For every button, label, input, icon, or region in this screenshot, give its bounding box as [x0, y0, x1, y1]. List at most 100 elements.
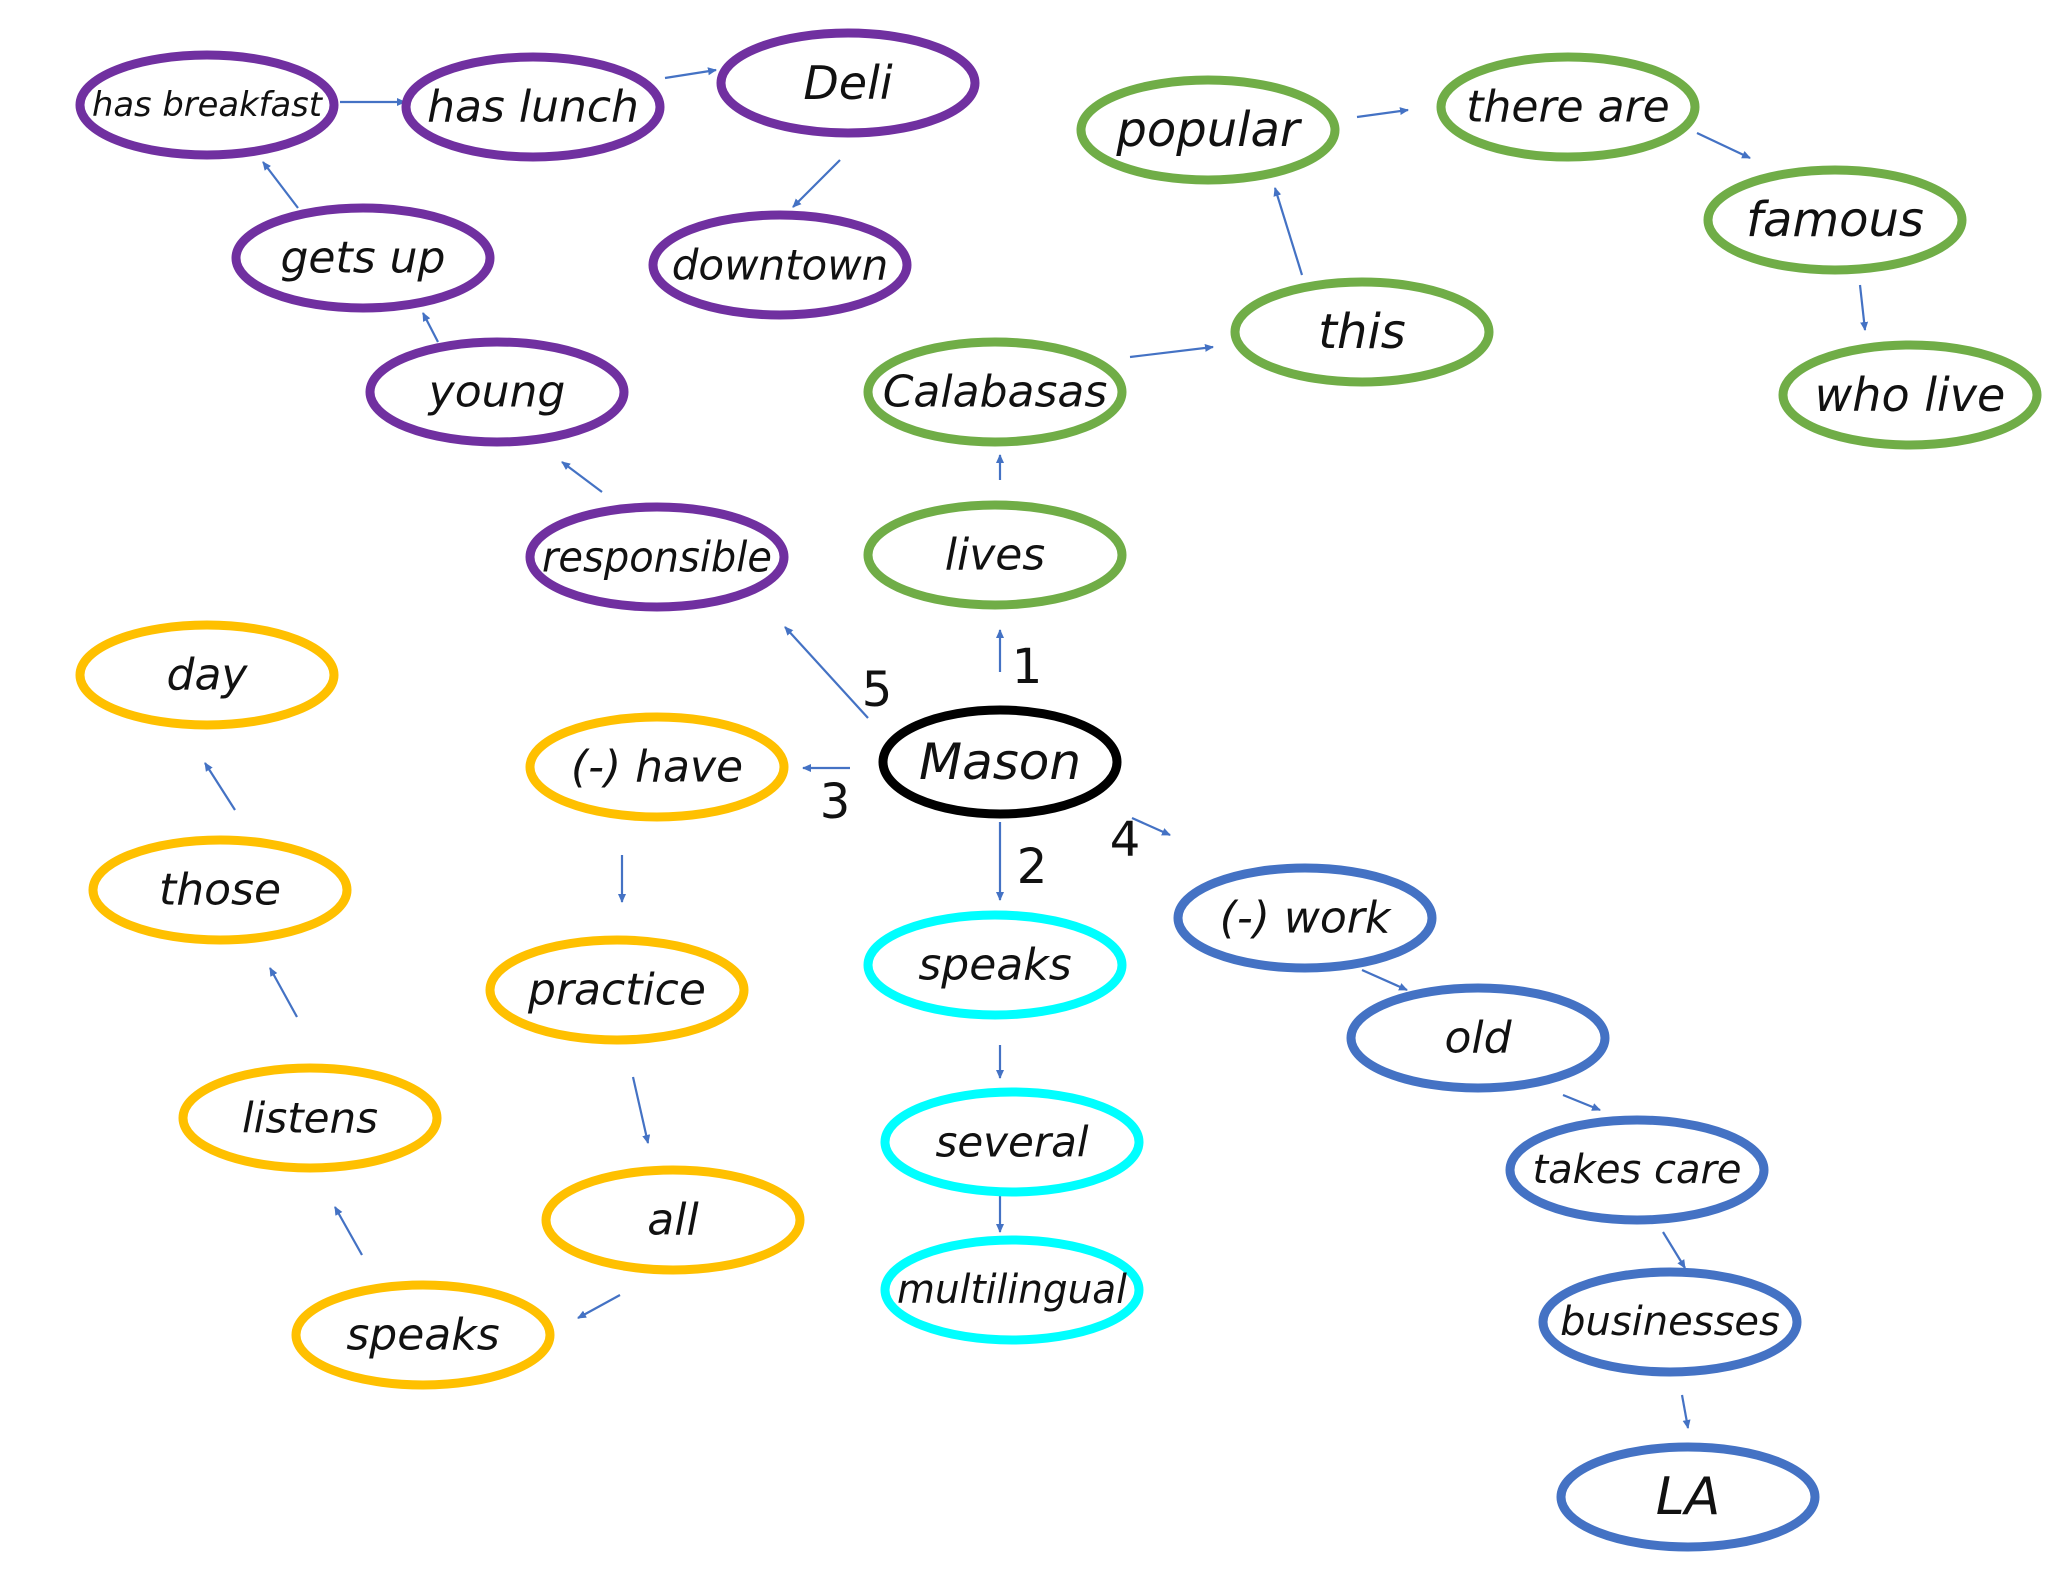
- node-label: responsible: [542, 533, 772, 582]
- node-ellipse: [1076, 75, 1340, 185]
- node-label: speaks: [918, 940, 1071, 991]
- node-day: day: [75, 620, 339, 730]
- connector-arrow: [784, 626, 869, 719]
- connector-arrow: [1858, 284, 1869, 331]
- connector-arrow: [1680, 1394, 1691, 1429]
- connector-arrow: [204, 762, 236, 811]
- node-responsible: responsible: [525, 502, 789, 612]
- connector-arrow: [1562, 1093, 1601, 1112]
- node-ellipse: [75, 50, 339, 160]
- node-label: gets up: [281, 233, 446, 284]
- connector-arrow: [561, 461, 603, 493]
- node-ellipse: [401, 52, 665, 162]
- node-label: young: [427, 367, 566, 418]
- node-ellipse: [1436, 52, 1700, 162]
- node-famous: famous: [1703, 165, 1967, 275]
- node-label: this: [1318, 304, 1406, 360]
- arrows-layer: [204, 67, 1869, 1429]
- node-speaks-y: speaks: [291, 1280, 555, 1390]
- node-label: popular: [1115, 102, 1302, 158]
- node-label: (-) work: [1220, 893, 1392, 944]
- connector-arrow: [334, 1206, 363, 1256]
- connector-arrow: [631, 1076, 651, 1144]
- node-practice: practice: [485, 935, 749, 1045]
- node-old: old: [1346, 983, 1610, 1093]
- node-ellipse: [863, 500, 1127, 610]
- nodes-layer: Mason lives Calabasas this popular there are f…: [75, 28, 2042, 1552]
- node-ellipse: [1778, 340, 2042, 450]
- node-la: LA: [1556, 1442, 1820, 1552]
- node-label: famous: [1746, 192, 1924, 248]
- node-calabasas: Calabasas: [863, 337, 1127, 447]
- connector-arrow: [1696, 132, 1751, 159]
- node-label: has breakfast: [92, 85, 324, 125]
- connector-arrow: [1361, 968, 1408, 992]
- node-label: all: [647, 1195, 699, 1246]
- node-ellipse: [1505, 1115, 1769, 1225]
- node-label: there are: [1466, 82, 1669, 133]
- node-label: businesses: [1560, 1299, 1780, 1345]
- node-label: listens: [242, 1094, 378, 1143]
- node-downtown: downtown: [648, 210, 912, 320]
- node-lives: lives: [863, 500, 1127, 610]
- node-ellipse: [485, 935, 749, 1045]
- node-multilingual: multilingual: [880, 1235, 1144, 1345]
- branch-step-number: 4: [1110, 812, 1141, 868]
- node-popular: popular: [1076, 75, 1340, 185]
- node-label: Calabasas: [883, 367, 1108, 418]
- node-label: multilingual: [897, 1267, 1127, 1313]
- branch-step-number: 3: [820, 774, 851, 830]
- node-ellipse: [1230, 277, 1494, 387]
- connector-arrow: [1356, 107, 1409, 119]
- node-label: practice: [527, 965, 706, 1016]
- connector-arrow: [262, 161, 299, 209]
- node-this: this: [1230, 277, 1494, 387]
- node-have: (-) have: [525, 712, 789, 822]
- connector-arrow: [1129, 343, 1214, 359]
- node-label: Mason: [919, 733, 1081, 791]
- center-node: Mason: [878, 705, 1122, 819]
- node-label: takes care: [1532, 1147, 1741, 1193]
- branch-step-number: 2: [1017, 839, 1048, 895]
- node-ellipse: [1703, 165, 1967, 275]
- node-ellipse: [648, 210, 912, 320]
- node-speaks-c: speaks: [863, 910, 1127, 1020]
- node-who-live: who live: [1778, 340, 2042, 450]
- node-work: (-) work: [1173, 863, 1437, 973]
- node-label: has lunch: [427, 82, 639, 133]
- node-label: lives: [945, 530, 1045, 581]
- node-label: Deli: [803, 56, 893, 110]
- node-ellipse: [541, 1165, 805, 1275]
- node-ellipse: [88, 835, 352, 945]
- node-those: those: [88, 835, 352, 945]
- connector-arrow: [1273, 187, 1304, 276]
- node-several: several: [880, 1087, 1144, 1197]
- node-ellipse: [525, 502, 789, 612]
- node-ellipse: [880, 1087, 1144, 1197]
- node-ellipse: [1556, 1442, 1820, 1552]
- node-ellipse: [525, 712, 789, 822]
- connector-arrow: [664, 67, 717, 80]
- node-label: speaks: [346, 1310, 499, 1361]
- branch-step-number: 1: [1012, 639, 1043, 695]
- node-label: day: [167, 650, 249, 701]
- node-has-lunch: has lunch: [401, 52, 665, 162]
- node-all: all: [541, 1165, 805, 1275]
- node-label: old: [1444, 1013, 1512, 1064]
- node-ellipse: [365, 337, 629, 447]
- connector-arrow: [422, 312, 439, 343]
- node-ellipse: [1173, 863, 1437, 973]
- node-gets-up: gets up: [231, 203, 495, 313]
- node-label: downtown: [672, 241, 888, 290]
- node-there-are: there are: [1436, 52, 1700, 162]
- connector-arrow: [1662, 1231, 1686, 1269]
- node-label: who live: [1815, 368, 2006, 422]
- node-ellipse: [1538, 1267, 1802, 1377]
- node-young: young: [365, 337, 629, 447]
- node-ellipse: [231, 203, 495, 313]
- node-ellipse: [878, 705, 1122, 819]
- connector-arrow: [269, 967, 298, 1018]
- connector-arrow: [792, 159, 841, 208]
- connector-arrow: [1131, 816, 1171, 837]
